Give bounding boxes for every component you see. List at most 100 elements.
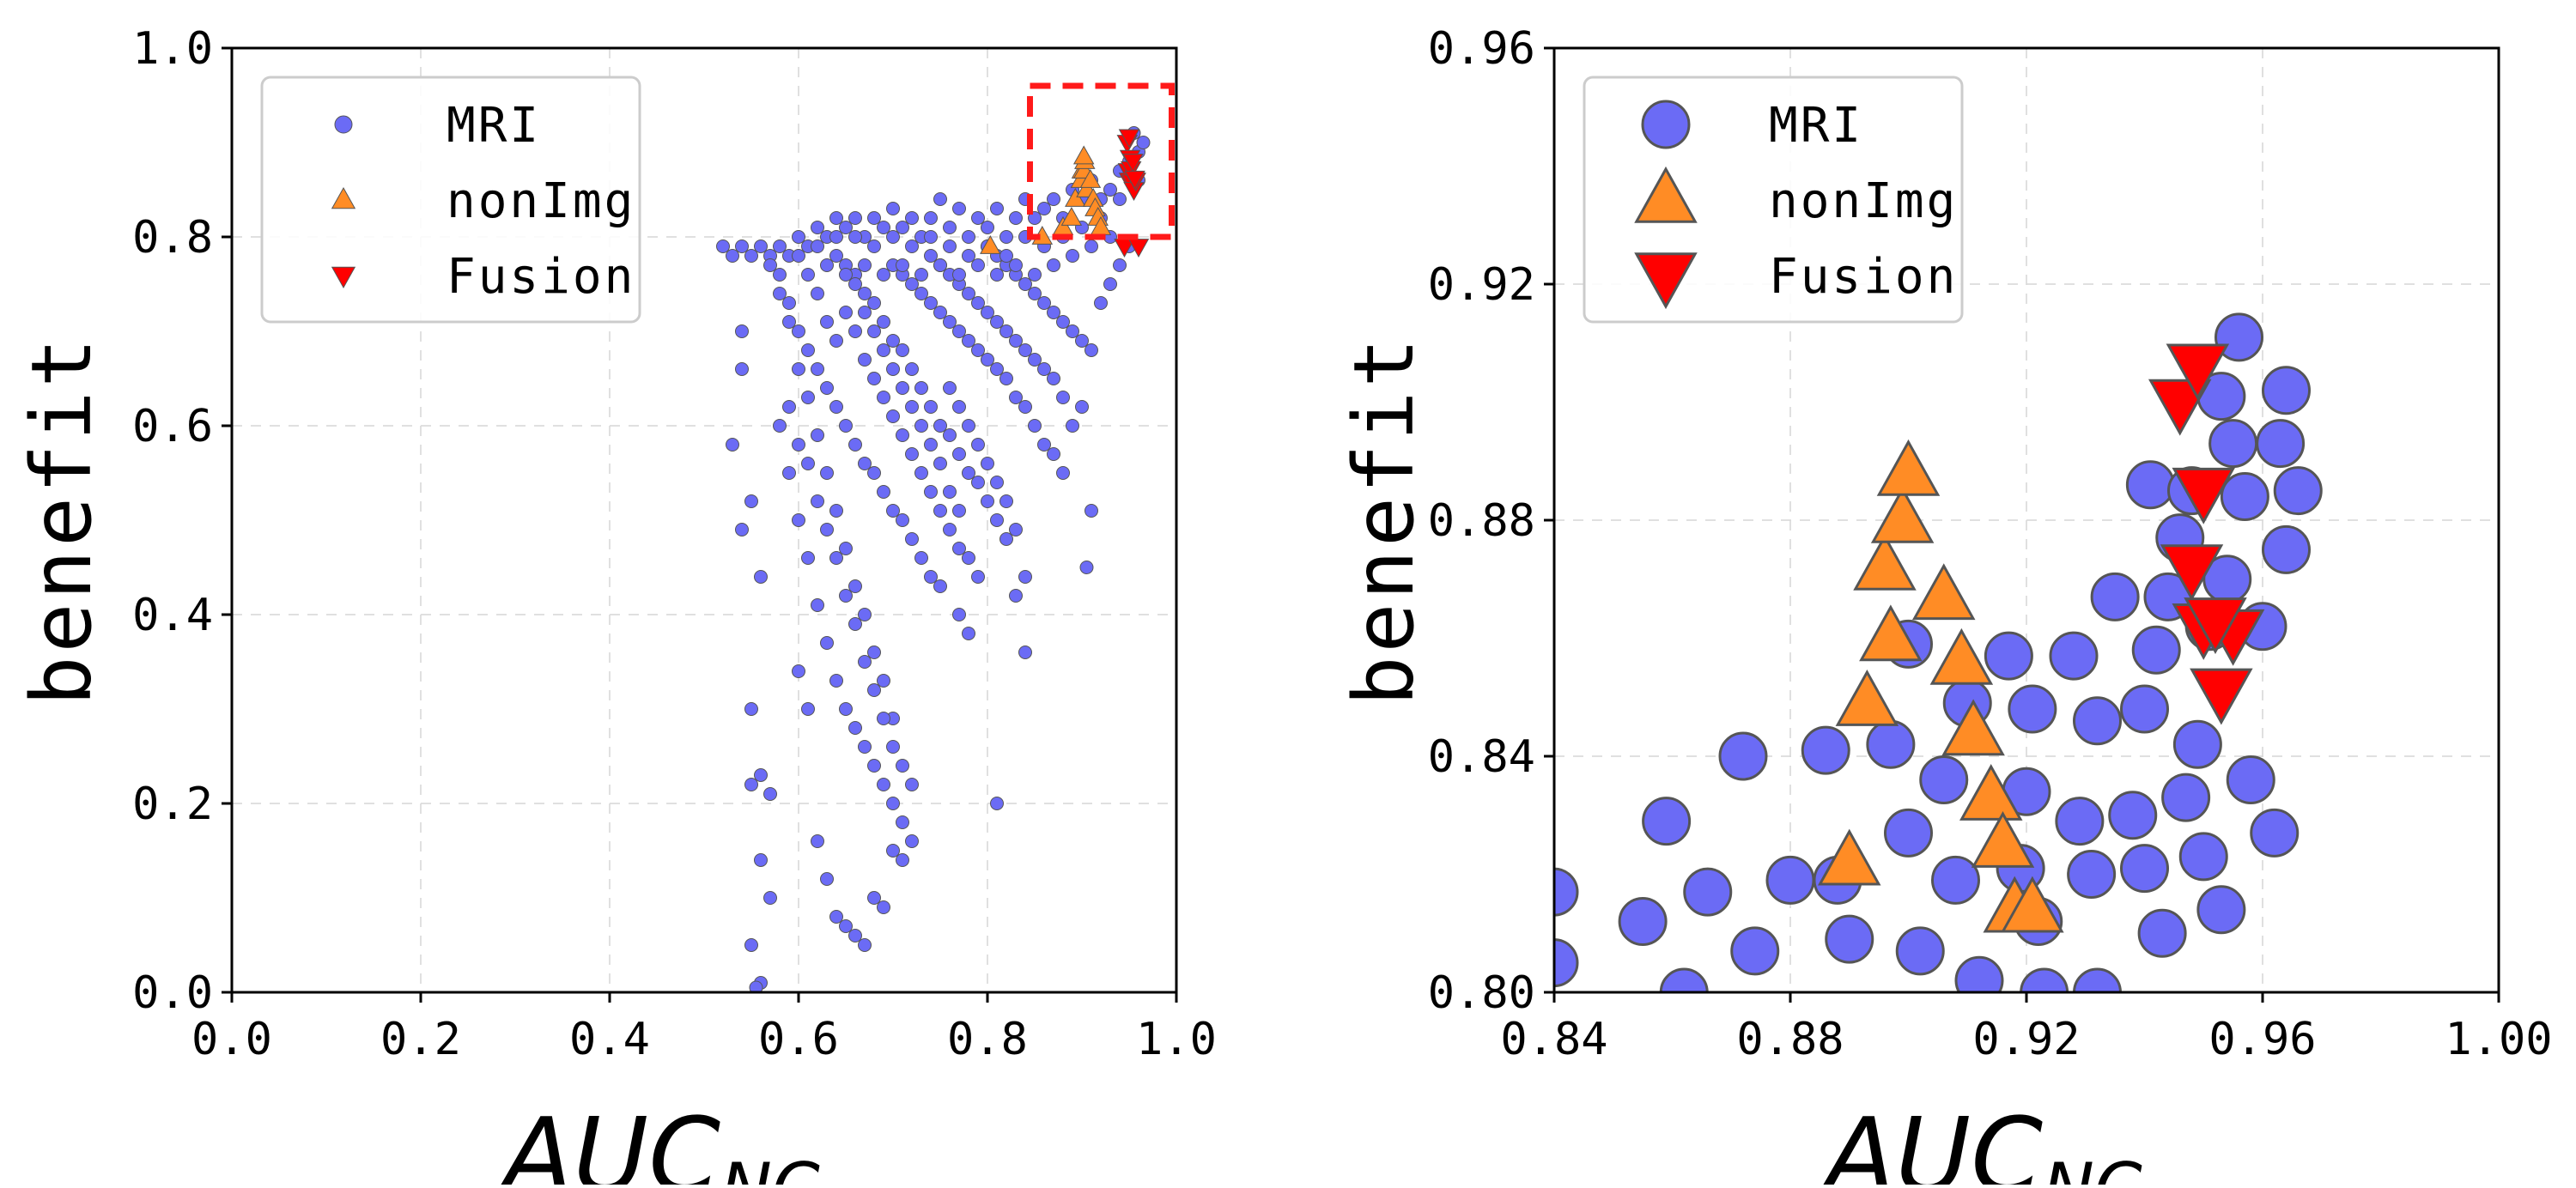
data-point-mri — [1009, 211, 1023, 225]
data-point-fusion — [2190, 668, 2253, 725]
data-point-mri — [999, 494, 1013, 508]
data-point-mri — [943, 428, 957, 442]
data-point-mri — [990, 362, 1004, 376]
data-point-mri — [933, 258, 947, 272]
data-point-mri — [839, 306, 853, 319]
data-point-mri — [829, 211, 843, 225]
data-point-mri — [1028, 287, 1042, 300]
data-point-fusion — [1118, 129, 1140, 148]
data-point-mri — [2215, 312, 2263, 362]
data-point-mri — [1075, 400, 1089, 414]
data-point-fusion — [2166, 343, 2230, 401]
data-point-mri — [905, 211, 919, 225]
data-point-mri — [2208, 419, 2258, 469]
data-point-mri — [792, 664, 805, 678]
y-tick-label: 0.96 — [1428, 23, 1535, 75]
data-point-mri — [754, 239, 768, 253]
legend-label-mri: MRI — [1769, 98, 1863, 154]
data-point-mri — [943, 315, 957, 329]
data-point-mri — [981, 221, 994, 234]
data-point-mri — [1931, 855, 1980, 905]
data-point-mri — [858, 353, 872, 367]
data-point-mri — [943, 381, 957, 395]
data-point-mri — [886, 230, 900, 244]
data-point-mri — [782, 400, 796, 414]
data-point-mri — [820, 872, 834, 886]
data-point-mri — [773, 287, 787, 300]
data-point-mri — [933, 457, 947, 470]
data-point-mri — [896, 815, 909, 829]
data-point-mri — [1056, 466, 1070, 480]
data-point-mri — [896, 381, 909, 395]
data-point-mri — [1009, 334, 1023, 348]
data-point-mri — [801, 343, 815, 357]
data-point-mri — [952, 324, 966, 338]
data-point-mri — [867, 372, 881, 385]
data-point-mri — [962, 230, 975, 244]
data-point-mri — [1618, 897, 1668, 946]
data-point-mri — [952, 504, 966, 518]
data-point-mri — [716, 239, 730, 253]
data-point-mri — [735, 239, 749, 253]
data-point-mri — [2131, 625, 2181, 675]
data-point-mri — [886, 409, 900, 423]
x-tick-label: 0.2 — [380, 1014, 461, 1065]
y-axis-label-right: benefit — [1336, 335, 1432, 706]
data-point-mri — [2262, 366, 2311, 415]
data-point-mri — [1018, 400, 1032, 414]
data-point-nonimg — [1859, 604, 1923, 662]
data-point-mri — [1018, 646, 1032, 659]
data-point-mri — [801, 457, 815, 470]
data-point-mri — [867, 324, 881, 338]
data-point-mri — [858, 287, 872, 300]
x-tick-label: 1.00 — [2445, 1014, 2552, 1065]
data-point-mri — [896, 853, 909, 867]
data-point-mri — [1066, 249, 1079, 263]
data-point-mri — [933, 192, 947, 206]
data-point-mri — [1895, 926, 1945, 976]
data-point-mri — [801, 268, 815, 282]
data-point-mri — [905, 834, 919, 848]
data-point-mri — [2220, 472, 2269, 521]
x-tick-label: 0.4 — [569, 1014, 650, 1065]
data-point-mri — [896, 258, 909, 272]
data-point-nonimg — [1911, 563, 1976, 621]
data-point-mri — [763, 258, 777, 272]
x-tick-label: 1.0 — [1136, 1014, 1217, 1065]
data-point-mri — [735, 324, 749, 338]
data-point-mri — [867, 646, 881, 659]
data-point-mri — [744, 702, 758, 716]
data-point-mri — [839, 919, 853, 933]
series-nonimg — [1817, 439, 2064, 933]
x-axis-label-subscript-right: NC — [2043, 1149, 2142, 1185]
data-point-mri — [2256, 419, 2306, 469]
x-tick-label: 0.0 — [191, 1014, 272, 1065]
data-point-mri — [726, 438, 739, 452]
data-point-nonimg — [2001, 876, 2064, 933]
data-point-mri — [962, 627, 975, 640]
data-point-mri — [943, 239, 957, 253]
data-point-nonimg — [1959, 764, 2023, 821]
data-point-mri — [1009, 258, 1023, 272]
data-point-mri — [1018, 277, 1032, 291]
data-point-mri — [924, 296, 938, 310]
data-point-mri — [943, 485, 957, 499]
data-point-mri — [886, 202, 900, 215]
data-point-mri — [811, 834, 824, 848]
data-point-mri — [1765, 855, 1815, 905]
data-point-mri — [886, 797, 900, 810]
data-point-mri — [820, 636, 834, 650]
data-point-mri — [848, 617, 862, 631]
data-point-mri — [1018, 343, 1032, 357]
data-point-mri — [858, 306, 872, 319]
data-point-mri — [1113, 192, 1127, 206]
data-point-mri — [896, 759, 909, 773]
data-point-mri — [1084, 343, 1098, 357]
data-point-mri — [952, 268, 966, 282]
data-point-mri — [749, 980, 763, 992]
x-tick-label: 0.96 — [2208, 1014, 2316, 1065]
legend-label-nonimg: nonImg — [1769, 173, 1958, 229]
data-point-mri — [914, 381, 928, 395]
data-point-mri — [829, 249, 843, 263]
